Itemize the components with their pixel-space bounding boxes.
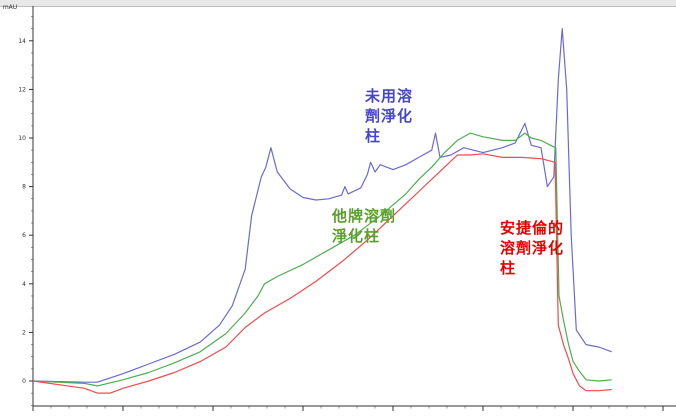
plot-series xyxy=(32,28,612,394)
series-line-2 xyxy=(32,153,612,394)
series-line-1 xyxy=(32,132,612,387)
y-tick-label: 14 xyxy=(18,38,26,45)
plot-axes: 0 2 4 6 8 10 12 14 xyxy=(18,6,676,411)
y-tick-label: 0 xyxy=(22,378,26,385)
window-top-bar xyxy=(0,0,676,7)
series-line-0 xyxy=(32,28,612,383)
y-tick-label: 12 xyxy=(18,86,26,93)
y-tick-label: 8 xyxy=(22,184,26,191)
y-tick-label: 6 xyxy=(22,232,26,239)
annotation-other-brand-column: 他牌溶劑 淨化柱 xyxy=(332,207,397,245)
y-tick-label: 10 xyxy=(18,135,26,142)
annotation-unused-column: 未用溶 劑淨化 柱 xyxy=(365,87,414,145)
y-tick-label: 2 xyxy=(22,329,26,336)
y-axis-unit: mAU xyxy=(2,4,18,11)
annotation-agilent-column: 安捷倫的 溶劑淨化 柱 xyxy=(500,219,565,277)
y-tick-label: 4 xyxy=(22,281,26,288)
